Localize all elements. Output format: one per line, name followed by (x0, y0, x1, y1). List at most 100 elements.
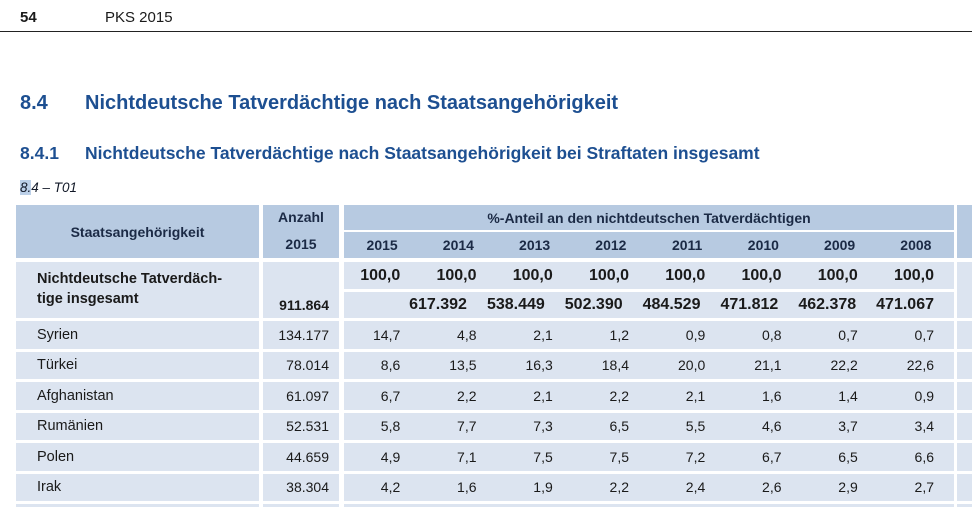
cutoff-column-cell (957, 351, 972, 379)
value-cell: 6,6 (877, 443, 954, 471)
anzahl-cell: 38.304 (263, 473, 339, 501)
value-cell: 16,3 (496, 351, 573, 379)
cutoff-column-cell (957, 321, 972, 349)
anzahl-label: Anzahl (278, 209, 324, 225)
value-cell: 2,2 (572, 382, 649, 410)
total-label-line2: tige insgesamt (37, 291, 139, 307)
year-header-2014: 2014 (420, 232, 497, 258)
table-row-irak: Irak 38.304 4,2 1,6 1,9 2,2 2,4 2,6 2,9 … (16, 473, 972, 501)
value-cell: 0,7 (877, 321, 954, 349)
value-cell: 0,9 (877, 382, 954, 410)
percent-cell: 100,0 (649, 262, 726, 289)
year-header-2013: 2013 (496, 232, 573, 258)
page-number: 54 (20, 9, 37, 26)
percent-cell: 100,0 (572, 262, 649, 289)
year-header-2012: 2012 (572, 232, 649, 258)
cutoff-column-header (957, 205, 972, 258)
percent-cell: 100,0 (725, 262, 802, 289)
total-anzahl-cell: 911.864 (263, 262, 339, 318)
country-cell: Rumänien (16, 412, 259, 440)
absolute-cell (344, 291, 410, 318)
country-cell: Afghanistan (16, 382, 259, 410)
value-cell: 0,8 (725, 321, 802, 349)
value-cell: 2,2 (572, 473, 649, 501)
value-cell: 18,4 (572, 351, 649, 379)
value-cell: 5,8 (344, 412, 421, 440)
column-header-staatsangehoerigkeit: Staatsangehörigkeit (16, 205, 259, 258)
year-header-2010: 2010 (725, 232, 802, 258)
statistics-table: Staatsangehörigkeit Anzahl 2015 %-Anteil… (16, 205, 972, 507)
table-header-row: Staatsangehörigkeit Anzahl 2015 %-Anteil… (16, 205, 972, 258)
value-cell: 22,6 (877, 351, 954, 379)
table-row-rumaenien: Rumänien 52.531 5,8 7,7 7,3 6,5 5,5 4,6 … (16, 412, 972, 440)
subsection-title: Nichtdeutsche Tatverdächtige nach Staats… (85, 143, 760, 163)
value-cell: 1,9 (496, 473, 573, 501)
value-cell: 7,3 (496, 412, 573, 440)
absolute-cell: 471.067 (876, 291, 954, 318)
year-header-2008: 2008 (877, 232, 954, 258)
value-cell: 0,7 (801, 321, 878, 349)
anzahl-cell: 134.177 (263, 321, 339, 349)
value-cell: 1,6 (420, 473, 497, 501)
value-cell: 6,7 (344, 382, 421, 410)
anzahl-cell: 52.531 (263, 412, 339, 440)
table-row-partial (16, 504, 972, 507)
absolute-cell: 538.449 (486, 291, 565, 318)
value-cell: 22,2 (801, 351, 878, 379)
value-cell: 7,5 (496, 443, 573, 471)
total-label-cell: Nichtdeutsche Tatverdäch- tige insgesamt (16, 262, 259, 318)
country-cell: Polen (16, 443, 259, 471)
value-cell: 6,5 (801, 443, 878, 471)
year-header-row: 2015 2014 2013 2012 2011 2010 2009 2008 (344, 232, 954, 258)
country-cell: Irak (16, 473, 259, 501)
anzahl-cell: 78.014 (263, 351, 339, 379)
percent-cell: 100,0 (496, 262, 573, 289)
table-label: 8.4 – T01 (20, 180, 78, 195)
country-cell: Syrien (16, 321, 259, 349)
value-cell: 7,7 (420, 412, 497, 440)
year-header-2011: 2011 (649, 232, 726, 258)
absolute-cell: 462.378 (798, 291, 877, 318)
value-cell: 0,9 (649, 321, 726, 349)
value-cell: 7,5 (572, 443, 649, 471)
percent-cell: 100,0 (801, 262, 878, 289)
anzahl-year: 2015 (285, 236, 317, 252)
percent-cell: 100,0 (420, 262, 497, 289)
table-row-syrien: Syrien 134.177 14,7 4,8 2,1 1,2 0,9 0,8 … (16, 321, 972, 349)
anzahl-cell: 44.659 (263, 443, 339, 471)
total-row: Nichtdeutsche Tatverdäch- tige insgesamt… (16, 262, 972, 318)
value-cell: 1,2 (572, 321, 649, 349)
cutoff-column-cell (957, 473, 972, 501)
cutoff-column-cell (957, 262, 972, 318)
cutoff-column-cell (957, 443, 972, 471)
absolute-cell: 617.392 (409, 291, 487, 318)
cutoff-column-cell (957, 382, 972, 410)
value-cell: 3,4 (877, 412, 954, 440)
table-row-polen: Polen 44.659 4,9 7,1 7,5 7,5 7,2 6,7 6,5… (16, 443, 972, 471)
total-absolute-row: 617.392 538.449 502.390 484.529 471.812 … (344, 291, 954, 318)
percent-cell: 100,0 (344, 262, 421, 289)
percent-header-group: %-Anteil an den nichtdeutschen Tatverdäc… (344, 205, 954, 258)
cutoff-column-cell (957, 412, 972, 440)
value-cell: 2,9 (801, 473, 878, 501)
value-cell: 7,1 (420, 443, 497, 471)
absolute-cell: 484.529 (642, 291, 721, 318)
total-percent-row: 100,0 100,0 100,0 100,0 100,0 100,0 100,… (344, 262, 954, 289)
anzahl-cell: 61.097 (263, 382, 339, 410)
year-header-2015: 2015 (344, 232, 421, 258)
column-header-anzahl: Anzahl 2015 (263, 205, 339, 258)
subsection-number: 8.4.1 (20, 143, 59, 163)
section-heading-8-4-1: 8.4.1 Nichtdeutsche Tatverdächtige nach … (20, 143, 760, 164)
value-cell: 2,1 (496, 382, 573, 410)
value-cell: 2,6 (725, 473, 802, 501)
value-cell: 1,6 (725, 382, 802, 410)
value-cell: 2,7 (877, 473, 954, 501)
value-cell: 5,5 (649, 412, 726, 440)
table-row-afghanistan: Afghanistan 61.097 6,7 2,2 2,1 2,2 2,1 1… (16, 382, 972, 410)
value-cell: 4,6 (725, 412, 802, 440)
value-cell: 13,5 (420, 351, 497, 379)
page-header: 54 PKS 2015 (20, 9, 173, 26)
absolute-cell: 502.390 (564, 291, 643, 318)
value-cell: 1,4 (801, 382, 878, 410)
